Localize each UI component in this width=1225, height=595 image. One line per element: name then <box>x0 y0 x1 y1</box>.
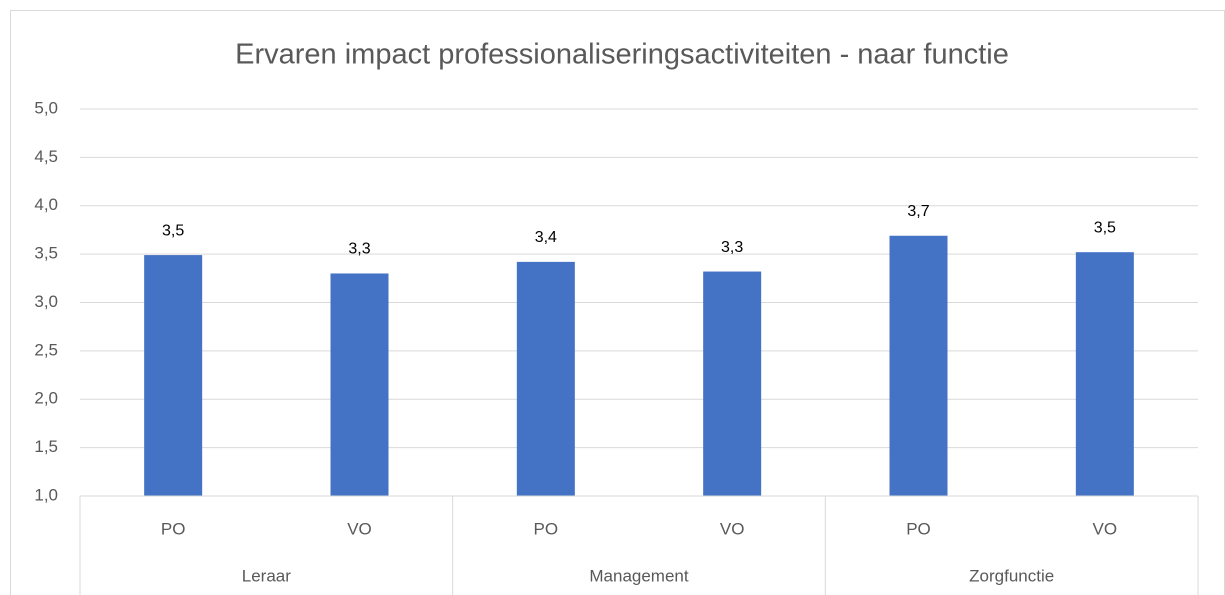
y-tick-label: 4,5 <box>34 147 58 166</box>
y-tick-label: 3,5 <box>34 244 58 263</box>
bar <box>889 235 948 496</box>
x-tick-label: PO <box>906 519 931 538</box>
x-tick-label: PO <box>534 519 559 538</box>
bar <box>144 255 203 496</box>
chart-title: Ervaren impact professionaliseringsactiv… <box>235 39 1009 71</box>
y-tick-label: 3,0 <box>34 292 58 311</box>
y-tick-label: 1,0 <box>34 485 58 504</box>
y-tick-label: 2,5 <box>34 340 58 359</box>
bar <box>516 261 575 496</box>
bar <box>330 273 389 496</box>
data-label: 3,3 <box>721 239 743 256</box>
data-label: 3,3 <box>348 241 370 258</box>
group-label: Zorgfunctie <box>969 566 1054 585</box>
group-label: Management <box>589 566 689 585</box>
group-label: Leraar <box>242 566 291 585</box>
bar <box>703 271 762 496</box>
bar <box>1075 252 1134 496</box>
x-tick-label: VO <box>1093 519 1118 538</box>
y-tick-label: 2,0 <box>34 389 58 408</box>
y-tick-label: 5,0 <box>34 98 58 117</box>
y-tick-label: 4,0 <box>34 195 58 214</box>
data-label: 3,7 <box>907 203 929 220</box>
x-tick-label: PO <box>161 519 186 538</box>
data-label: 3,5 <box>1094 219 1116 236</box>
y-tick-label: 1,5 <box>34 437 58 456</box>
data-label: 3,5 <box>162 222 184 239</box>
data-label: 3,4 <box>535 229 557 246</box>
x-tick-label: VO <box>347 519 372 538</box>
x-tick-label: VO <box>720 519 745 538</box>
